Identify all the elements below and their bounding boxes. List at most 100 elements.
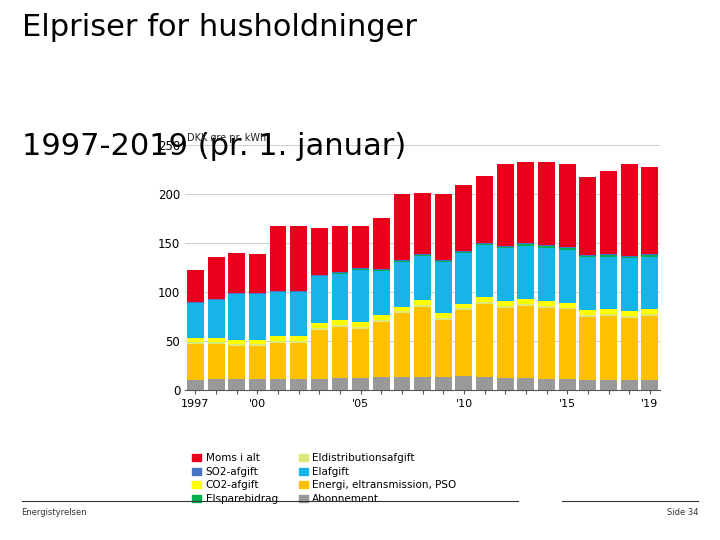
Bar — [559, 309, 576, 379]
Bar — [621, 316, 638, 318]
Bar — [456, 310, 472, 376]
Bar — [642, 380, 658, 390]
Bar — [228, 379, 246, 390]
Bar — [518, 163, 534, 243]
Bar — [435, 261, 451, 262]
Legend: Moms i alt, SO2-afgift, CO2-afgift, Elsparebidrag, Eldistributionsafgift, Elafgi: Moms i alt, SO2-afgift, CO2-afgift, Elsp… — [188, 449, 461, 508]
Bar — [373, 218, 390, 269]
Bar — [497, 247, 514, 248]
Bar — [311, 328, 328, 330]
Bar — [600, 316, 617, 380]
Bar — [559, 247, 576, 248]
Bar — [311, 323, 328, 328]
Bar — [207, 338, 225, 342]
Bar — [435, 313, 451, 318]
Bar — [600, 254, 617, 256]
Bar — [207, 342, 225, 344]
Bar — [580, 254, 596, 255]
Bar — [269, 343, 287, 379]
Bar — [621, 256, 638, 259]
Bar — [331, 378, 348, 390]
Bar — [331, 325, 348, 327]
Bar — [352, 226, 369, 268]
Bar — [414, 377, 431, 390]
Bar — [414, 307, 431, 377]
Bar — [311, 379, 328, 390]
Bar — [518, 243, 534, 244]
Bar — [290, 343, 307, 379]
Bar — [538, 307, 555, 379]
Bar — [269, 336, 287, 341]
Bar — [207, 300, 225, 338]
Bar — [642, 309, 658, 314]
Bar — [538, 301, 555, 306]
Bar — [290, 292, 307, 336]
Bar — [435, 260, 451, 261]
Bar — [331, 272, 348, 273]
Bar — [621, 255, 638, 256]
Bar — [187, 342, 204, 344]
Bar — [228, 294, 246, 340]
Bar — [414, 305, 431, 307]
Bar — [456, 303, 472, 308]
Bar — [373, 315, 390, 320]
Bar — [352, 378, 369, 390]
Text: Energistyrelsen: Energistyrelsen — [22, 508, 87, 517]
Bar — [476, 302, 493, 303]
Bar — [497, 378, 514, 390]
Bar — [642, 314, 658, 316]
Bar — [476, 296, 493, 302]
Bar — [476, 244, 493, 245]
Bar — [207, 344, 225, 379]
Bar — [476, 176, 493, 243]
Bar — [559, 249, 576, 302]
Bar — [228, 253, 246, 293]
Bar — [373, 270, 390, 271]
Bar — [394, 194, 410, 260]
Bar — [518, 378, 534, 390]
Bar — [600, 314, 617, 316]
Bar — [518, 306, 534, 378]
Bar — [331, 320, 348, 325]
Bar — [249, 379, 266, 390]
Bar — [352, 322, 369, 327]
Bar — [373, 377, 390, 390]
Bar — [580, 255, 596, 258]
Bar — [331, 226, 348, 272]
Bar — [518, 303, 534, 306]
Bar — [187, 270, 204, 302]
Bar — [394, 313, 410, 377]
Bar — [538, 163, 555, 245]
Bar — [621, 312, 638, 316]
Bar — [414, 254, 431, 255]
Bar — [476, 243, 493, 244]
Bar — [580, 177, 596, 254]
Bar — [249, 340, 266, 344]
Bar — [352, 269, 369, 270]
Text: Side 34: Side 34 — [667, 508, 698, 517]
Bar — [207, 379, 225, 390]
Bar — [352, 329, 369, 378]
Bar — [559, 307, 576, 309]
Bar — [207, 299, 225, 300]
Bar — [311, 276, 328, 323]
Bar — [580, 310, 596, 315]
Bar — [456, 252, 472, 253]
Bar — [476, 377, 493, 390]
Bar — [476, 303, 493, 377]
Bar — [228, 346, 246, 379]
Bar — [249, 254, 266, 293]
Bar — [580, 258, 596, 310]
Bar — [352, 268, 369, 269]
Bar — [394, 307, 410, 312]
Bar — [435, 377, 451, 390]
Bar — [580, 315, 596, 318]
Bar — [456, 185, 472, 251]
Bar — [456, 253, 472, 303]
Bar — [373, 271, 390, 315]
Bar — [538, 245, 555, 246]
Bar — [642, 256, 658, 309]
Bar — [311, 330, 328, 379]
Bar — [228, 340, 246, 344]
Bar — [559, 248, 576, 249]
